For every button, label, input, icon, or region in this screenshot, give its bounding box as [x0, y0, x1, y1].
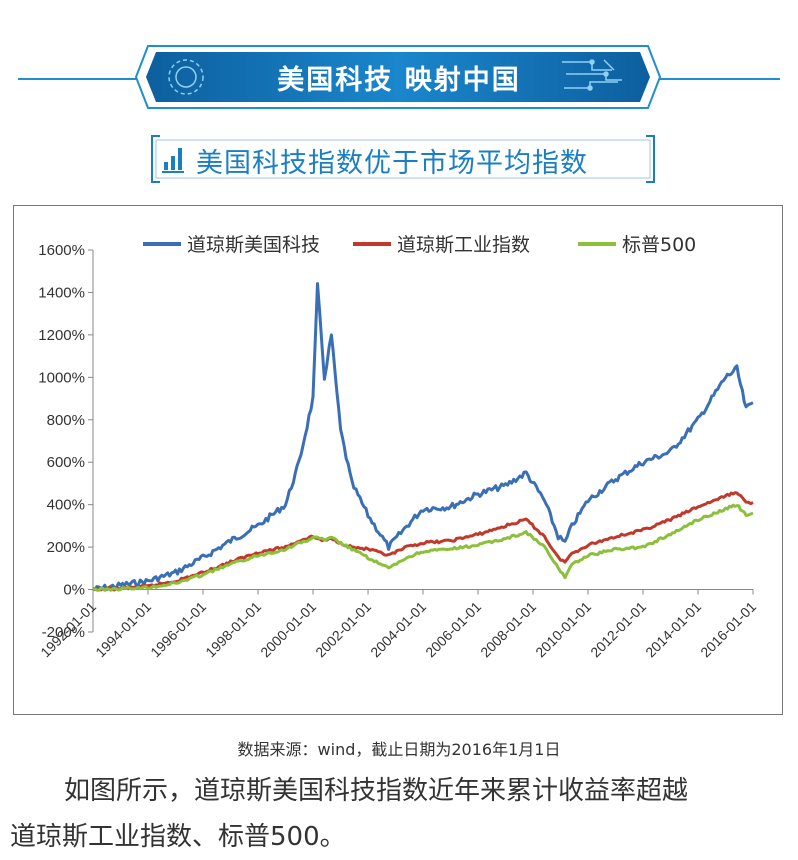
y-tick-label: 600% [47, 454, 85, 471]
x-tick-label: 1998-01-01 [202, 598, 264, 660]
source-note: 数据来源：wind，截止日期为2016年1月1日 [237, 740, 561, 759]
bar-chart-icon [162, 148, 184, 173]
x-tick-label: 2016-01-01 [697, 598, 759, 660]
legend-label-2: 道琼斯工业指数 [397, 234, 530, 256]
series-line-2 [92, 491, 754, 592]
y-tick-label: 400% [47, 497, 85, 514]
section-subtitle: 美国科技指数优于市场平均指数 [196, 148, 588, 179]
x-tick-label: 2002-01-01 [312, 598, 374, 660]
x-tick-label: 1994-01-01 [92, 598, 154, 660]
legend-label-1: 道琼斯美国科技 [187, 234, 320, 256]
x-tick-label: 2000-01-01 [257, 598, 319, 660]
y-tick-label: 1200% [38, 327, 85, 344]
banner-line-left [18, 78, 138, 80]
x-tick-label: 1996-01-01 [147, 598, 209, 660]
y-tick-label: 1000% [38, 369, 85, 386]
x-tick-label: 2004-01-01 [367, 598, 429, 660]
body-paragraph-line2: 道琼斯工业指数、标普500。 [10, 822, 346, 852]
banner-title: 美国科技 映射中国 [277, 65, 521, 96]
y-tick-label: 200% [47, 539, 85, 556]
legend-label-3: 标普500 [622, 234, 696, 256]
line-chart: -200% 0% 200% 400% 600% 800% 1000% 1200% 1400% 16… [37, 234, 759, 660]
y-tick-label: 0% [63, 582, 85, 599]
x-tick-label: 2008-01-01 [477, 598, 539, 660]
series-line-1 [92, 282, 754, 592]
y-tick-label: 1400% [38, 284, 85, 301]
y-tick-label: 800% [47, 412, 85, 429]
banner-background [134, 45, 662, 109]
x-tick-label: 2010-01-01 [532, 598, 594, 660]
x-tick-label: 2006-01-01 [422, 598, 484, 660]
y-tick-label: 1600% [38, 242, 85, 259]
circuit-icon [168, 59, 622, 95]
y-tick-label: -200% [42, 624, 85, 641]
subtitle-frame [151, 135, 655, 183]
series-line-3 [92, 503, 754, 592]
chart-frame [13, 205, 783, 715]
banner-line-right [658, 78, 780, 80]
body-paragraph-line1: 如图所示，道琼斯美国科技指数近年来累计收益率超越 [64, 776, 689, 806]
x-tick-label: 2012-01-01 [587, 598, 649, 660]
x-tick-label: 2014-01-01 [642, 598, 704, 660]
